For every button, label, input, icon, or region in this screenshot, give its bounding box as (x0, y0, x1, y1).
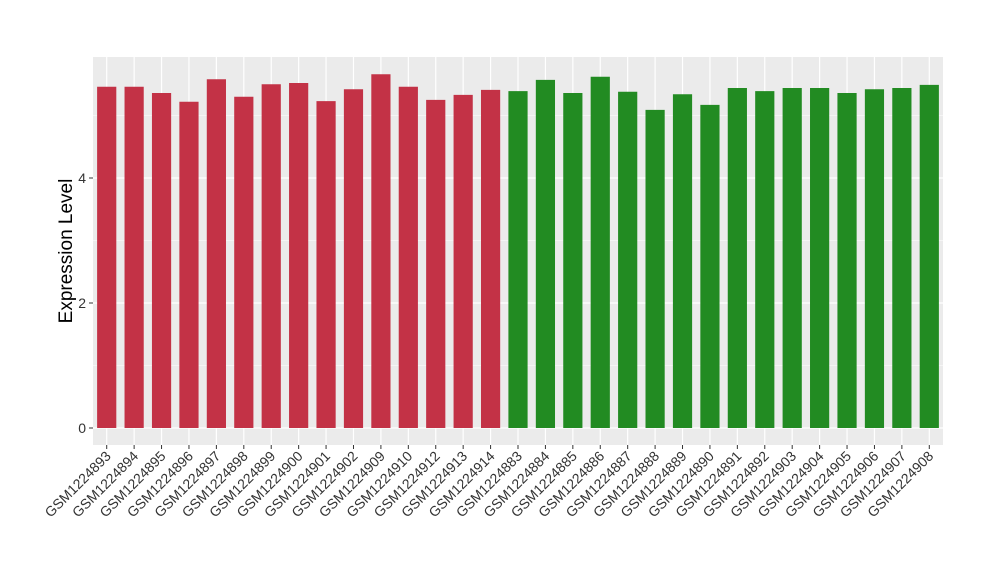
bar-GSM1224902 (343, 89, 364, 428)
bar-GSM1224894 (124, 86, 144, 428)
bar-GSM1224889 (672, 94, 693, 428)
bar-GSM1224897 (206, 79, 226, 428)
bar-GSM1224910 (398, 86, 418, 428)
bar-GSM1224904 (810, 88, 830, 428)
bar-GSM1224903 (782, 88, 802, 428)
bar-GSM1224887 (618, 91, 638, 428)
bar-GSM1224899 (261, 84, 281, 428)
bar-GSM1224914 (480, 89, 501, 428)
bar-GSM1224908 (919, 84, 939, 428)
bar-GSM1224906 (864, 89, 885, 428)
bar-GSM1224901 (316, 101, 336, 428)
y-tick-label: 0 (78, 420, 86, 436)
bar-GSM1224884 (535, 79, 556, 428)
bar-GSM1224883 (508, 91, 528, 428)
bar-GSM1224907 (892, 88, 912, 428)
bar-GSM1224891 (727, 88, 747, 428)
bar-GSM1224909 (371, 74, 391, 428)
bar-GSM1224890 (700, 104, 720, 428)
y-axis-label: Expression Level (56, 179, 77, 324)
y-tick-label: 4 (78, 170, 86, 186)
bar-GSM1224888 (645, 109, 665, 428)
bar-GSM1224893 (97, 86, 117, 428)
bar-GSM1224898 (234, 96, 254, 428)
bar-GSM1224892 (755, 91, 775, 428)
bar-GSM1224885 (563, 93, 583, 428)
bar-GSM1224896 (179, 101, 199, 428)
bar-GSM1224913 (453, 94, 473, 428)
bar-GSM1224886 (590, 76, 610, 428)
bar-GSM1224900 (289, 83, 309, 428)
y-tick-label: 2 (78, 295, 86, 311)
bar-GSM1224895 (151, 93, 172, 428)
bar-GSM1224905 (837, 93, 857, 428)
bar-GSM1224912 (426, 99, 446, 428)
